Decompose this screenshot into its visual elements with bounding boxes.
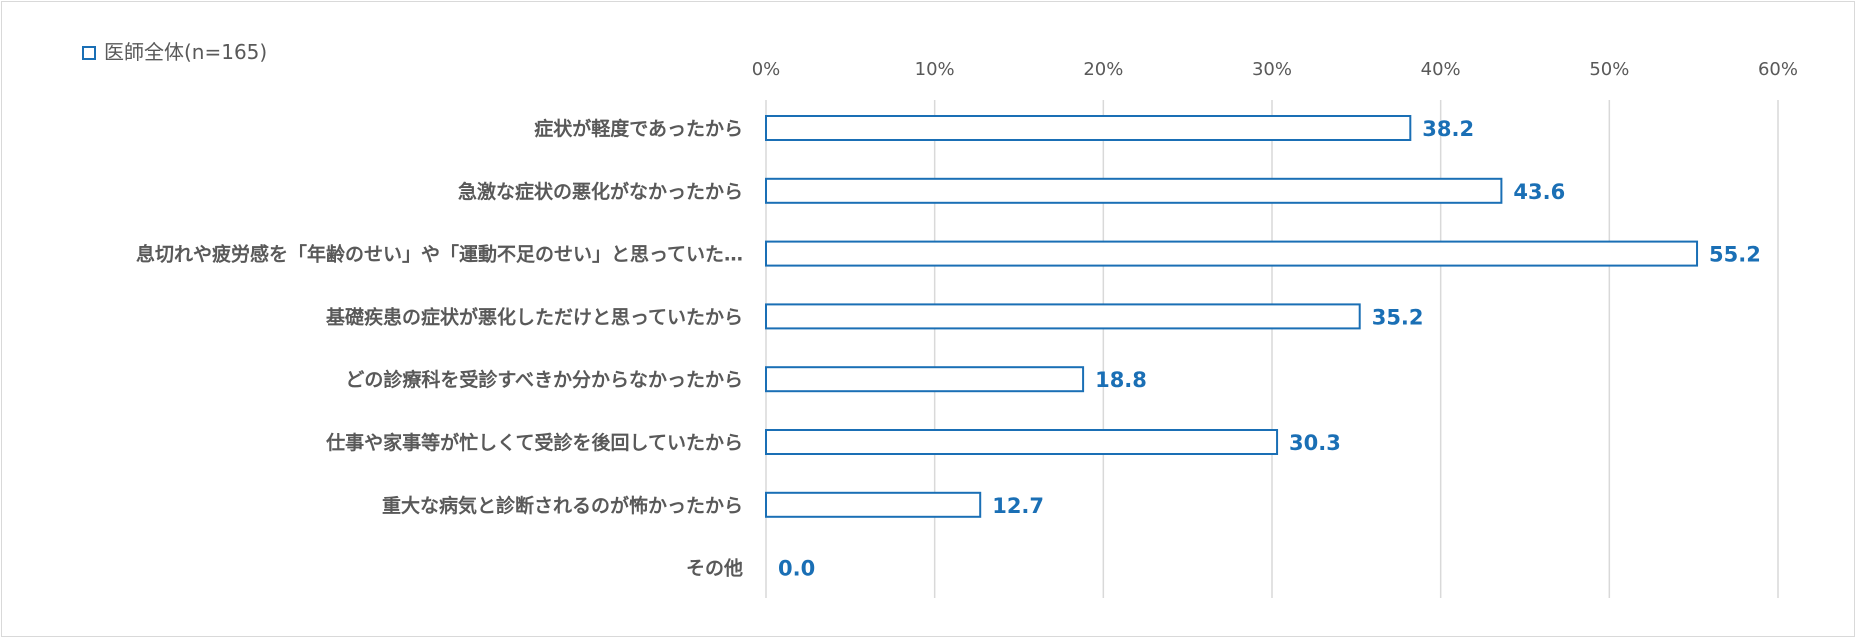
data-label: 18.8 — [1095, 368, 1147, 392]
legend-label: 医師全体(n=165) — [104, 40, 267, 64]
data-label: 0.0 — [778, 557, 815, 581]
data-label: 30.3 — [1289, 431, 1341, 455]
x-tick-label: 40% — [1421, 59, 1461, 80]
bar — [765, 115, 1412, 141]
category-label: 急激な症状の悪化がなかったから — [458, 180, 743, 203]
x-tick-label: 20% — [1083, 59, 1123, 80]
data-label: 35.2 — [1372, 305, 1424, 329]
category-labels: 症状が軽度であったから急激な症状の悪化がなかったから息切れや疲労感を「年齢のせい… — [136, 117, 743, 580]
data-label: 12.7 — [992, 494, 1044, 518]
legend: 医師全体(n=165) — [82, 40, 267, 64]
category-label: 重大な病気と診断されるのが怖かったから — [382, 494, 743, 517]
bar — [765, 303, 1361, 330]
x-tick-label: 10% — [915, 59, 955, 80]
data-labels: 38.2 43.6 55.2 35.2 18.8 30.3 12.7 0.0 — [778, 117, 1761, 581]
category-label: 息切れや疲労感を「年齢のせい」や「運動不足のせい」と思っていた… — [136, 243, 743, 266]
x-tick-label: 60% — [1758, 59, 1798, 80]
gridlines — [765, 100, 1779, 598]
category-label: 仕事や家事等が忙しくて受診を後回していたから — [325, 431, 743, 454]
data-label: 55.2 — [1709, 243, 1761, 267]
data-label: 43.6 — [1513, 180, 1565, 204]
bars — [765, 115, 1699, 518]
legend-swatch — [82, 46, 96, 60]
category-label: その他 — [686, 557, 743, 580]
x-tick-label: 0% — [752, 59, 781, 80]
bar — [765, 491, 982, 518]
bar — [765, 429, 1279, 455]
data-label: 38.2 — [1422, 117, 1474, 141]
bar — [765, 177, 1503, 204]
category-label: どの診療科を受診すべきか分からなかったから — [345, 368, 743, 391]
x-tick-label: 50% — [1589, 59, 1629, 80]
bar — [765, 366, 1085, 393]
category-label: 症状が軽度であったから — [534, 117, 743, 140]
bar — [765, 240, 1699, 267]
category-label: 基礎疾患の症状が悪化しただけと思っていたから — [325, 305, 743, 328]
x-axis-tick-labels: 0% 10% 20% 30% 40% 50% 60% — [752, 59, 1798, 80]
x-tick-label: 30% — [1252, 59, 1292, 80]
